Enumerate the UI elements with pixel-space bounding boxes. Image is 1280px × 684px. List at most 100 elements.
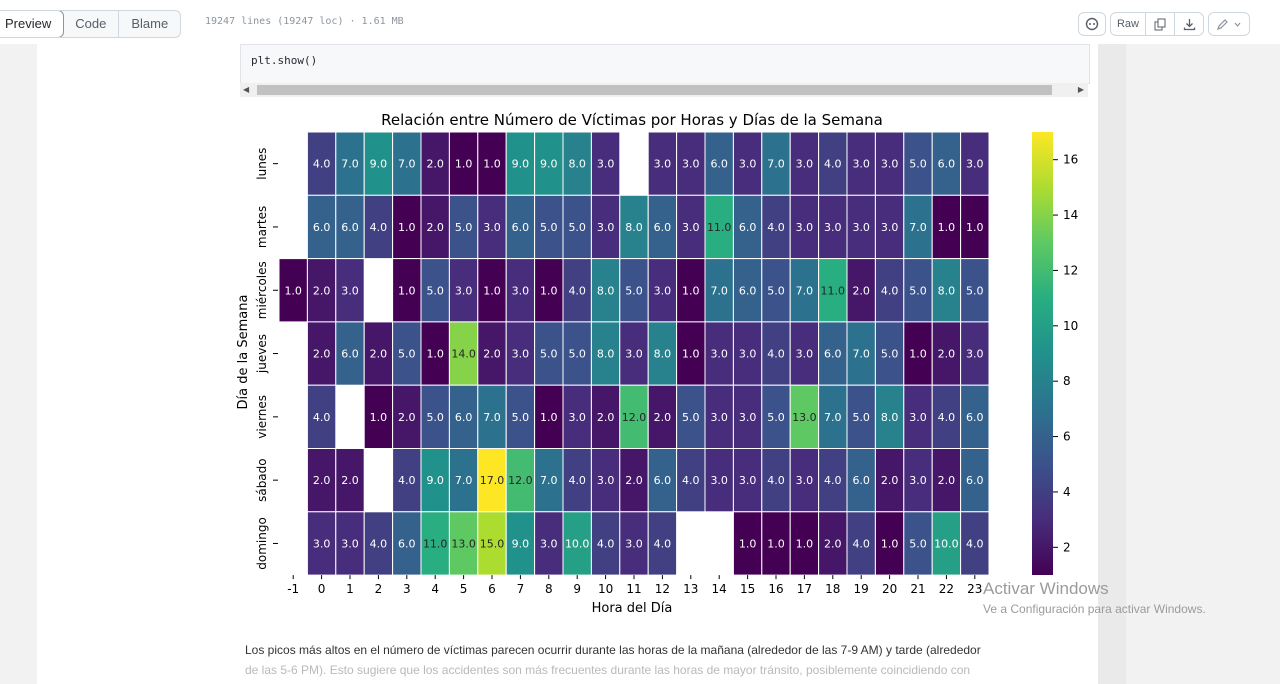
heatmap-cell [619, 384, 649, 450]
x-tick-label: -1 [287, 582, 299, 596]
heatmap-cell [590, 384, 621, 450]
cell-value-label: 3.0 [682, 158, 700, 171]
cell-value-label: 5.0 [540, 348, 558, 361]
heatmap-cell [619, 321, 649, 386]
heatmap-cell [278, 258, 308, 323]
cell-value-label: 3.0 [654, 284, 672, 297]
cell-value-label: 2.0 [824, 537, 842, 550]
cell-value-label: 5.0 [966, 284, 984, 297]
heatmap-cells: 4.0 7.0 9.0 7.0 2.0 1.0 1.0 9.0 9.0 8.0 3.0 3.0 3.0 6… [278, 131, 990, 576]
copilot-icon [1085, 17, 1099, 31]
colorbar-tick-label: 14 [1063, 208, 1078, 222]
vertical-scrollbar[interactable] [1098, 44, 1126, 684]
chart-title: Relación entre Número de Víctimas por Ho… [381, 111, 883, 129]
cell-value-label: 2.0 [398, 411, 416, 424]
heatmap-cell [534, 131, 564, 196]
cell-value-label: 1.0 [284, 284, 302, 297]
download-button[interactable] [1174, 12, 1204, 36]
copy-button[interactable] [1145, 12, 1175, 36]
heatmap-cell [846, 448, 876, 513]
cell-value-label: 6.0 [512, 221, 530, 234]
cell-value-label: 3.0 [739, 474, 757, 487]
y-tick-label: miércoles [255, 261, 269, 319]
colorbar-tick-label: 8 [1063, 374, 1071, 388]
cell-value-label: 1.0 [938, 221, 956, 234]
cell-value-label: 4.0 [568, 474, 586, 487]
heatmap-cell [647, 384, 678, 450]
cell-value-label: 13.0 [451, 537, 476, 550]
cell-value-label: 6.0 [938, 158, 956, 171]
heatmap-cell [448, 448, 479, 513]
cell-value-label: 1.0 [483, 158, 501, 171]
x-tick-label: 8 [545, 582, 553, 596]
cell-value-label: 3.0 [966, 348, 984, 361]
cell-value-label: 7.0 [796, 284, 814, 297]
watermark-subtitle: Ve a Configuración para activar Windows. [983, 602, 1206, 616]
heatmap-cell [676, 258, 706, 323]
heatmap-cell [931, 258, 962, 323]
x-tick-label: 19 [854, 582, 869, 596]
cell-value-label: 9.0 [370, 158, 388, 171]
y-tick-label: domingo [255, 517, 269, 570]
cell-value-label: 4.0 [597, 537, 615, 550]
tab-preview[interactable]: Preview [0, 11, 65, 37]
x-tick-label: 23 [967, 582, 982, 596]
cell-value-label: 7.0 [398, 158, 416, 171]
cell-value-label: 4.0 [654, 537, 672, 550]
cell-value-label: 5.0 [540, 221, 558, 234]
cell-value-label: 3.0 [739, 348, 757, 361]
scroll-right-arrow-icon[interactable]: ▶ [1077, 85, 1084, 94]
tab-code[interactable]: Code [63, 11, 120, 37]
cell-value-label: 5.0 [682, 411, 700, 424]
windows-activation-watermark: Activar Windows Ve a Configuración para … [983, 578, 1206, 618]
cell-value-label: 4.0 [568, 284, 586, 297]
cell-value-label: 4.0 [767, 221, 785, 234]
tab-blame[interactable]: Blame [131, 16, 169, 31]
cell-value-label: 6.0 [654, 221, 672, 234]
cell-value-label: 3.0 [341, 537, 359, 550]
cell-value-label: 1.0 [881, 537, 899, 550]
cell-value-label: 3.0 [824, 221, 842, 234]
heatmap-cell [846, 131, 876, 196]
scrollbar-thumb[interactable] [257, 85, 1052, 95]
colorbar-ticks: 2 4 6 8 10 12 14 16 [1053, 153, 1078, 554]
horizontal-scrollbar[interactable]: ◀ ▶ [240, 83, 1088, 97]
heatmap-cell [846, 194, 876, 260]
raw-button[interactable]: Raw [1110, 12, 1146, 36]
cell-value-label: 10.0 [565, 537, 590, 550]
heatmap-cell [562, 511, 592, 576]
heatmap-cell [761, 194, 791, 260]
cell-value-label: 2.0 [654, 411, 672, 424]
cell-value-label: 6.0 [824, 348, 842, 361]
heatmap-cell [931, 511, 962, 576]
edit-button[interactable] [1208, 12, 1250, 36]
heatmap-cell [903, 258, 933, 323]
y-tick-label: lunes [255, 148, 269, 180]
cell-value-label: 7.0 [710, 284, 728, 297]
heatmap-cell [477, 448, 507, 513]
cell-value-label: 6.0 [739, 221, 757, 234]
cell-value-label: 3.0 [512, 348, 530, 361]
download-icon [1183, 18, 1195, 30]
cell-value-label: 2.0 [370, 348, 388, 361]
scroll-left-arrow-icon[interactable]: ◀ [243, 85, 250, 94]
heatmap-cell [960, 258, 990, 323]
x-tick-label: 11 [626, 582, 641, 596]
code-text: plt.show() [251, 54, 318, 67]
cell-value-label: 8.0 [881, 411, 899, 424]
heatmap-cell [363, 194, 394, 260]
heatmap-cell [874, 321, 905, 386]
heatmap-cell [931, 131, 962, 196]
heatmap-cell [590, 511, 621, 576]
heatmap-cell [931, 448, 962, 513]
y-axis-label: Día de la Semana [236, 295, 251, 410]
cell-value-label: 2.0 [426, 221, 444, 234]
copilot-button[interactable] [1078, 12, 1106, 36]
cell-value-label: 3.0 [739, 158, 757, 171]
cell-value-label: 3.0 [710, 474, 728, 487]
cell-value-label: 3.0 [654, 158, 672, 171]
cell-value-label: 6.0 [341, 348, 359, 361]
cell-value-label: 6.0 [455, 411, 473, 424]
heatmap-cell [505, 511, 536, 576]
heatmap-cell [789, 321, 820, 386]
